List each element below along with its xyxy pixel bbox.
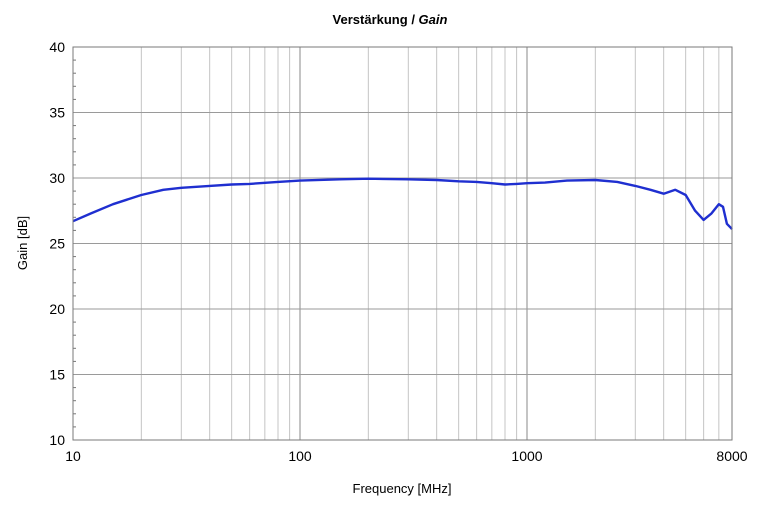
chart-title: Verstärkung / Gain xyxy=(333,12,448,27)
y-axis-label: Gain [dB] xyxy=(15,216,30,270)
plot-frame xyxy=(72,46,733,441)
y-tick-label: 30 xyxy=(49,170,65,186)
y-tick-label: 35 xyxy=(49,105,65,121)
y-tick-label: 40 xyxy=(49,39,65,55)
y-tick-label: 10 xyxy=(49,432,65,448)
x-tick-label: 10 xyxy=(65,448,81,464)
y-tick-label: 20 xyxy=(49,301,65,317)
y-tick-label: 15 xyxy=(49,367,65,383)
y-tick-labels: 10 15 20 25 30 35 40 xyxy=(49,39,65,448)
x-tick-label: 100 xyxy=(288,448,312,464)
y-tick-label: 25 xyxy=(49,236,65,252)
x-axis-label: Frequency [MHz] xyxy=(353,481,452,496)
gain-series-line xyxy=(72,177,733,230)
x-tick-labels: 10 100 1000 8000 xyxy=(65,448,748,464)
x-tick-label: 8000 xyxy=(716,448,747,464)
x-tick-label: 1000 xyxy=(511,448,542,464)
